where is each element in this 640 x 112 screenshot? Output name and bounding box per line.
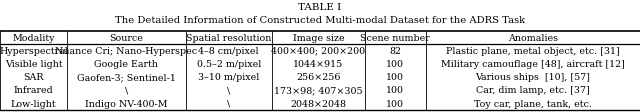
Text: Nuance Cri; Nano-Hyperspec: Nuance Cri; Nano-Hyperspec <box>55 46 198 55</box>
Text: Infrared: Infrared <box>13 86 54 95</box>
Text: Car, dim lamp, etc. [37]: Car, dim lamp, etc. [37] <box>476 86 589 95</box>
Text: 173×98; 407×305: 173×98; 407×305 <box>274 86 363 95</box>
Text: 100: 100 <box>386 99 404 108</box>
Text: Military camouflage [48], aircraft [12]: Military camouflage [48], aircraft [12] <box>441 60 625 68</box>
Text: TABLE I: TABLE I <box>298 3 342 12</box>
Text: Source: Source <box>109 33 143 42</box>
Text: Gaofen-3; Sentinel-1: Gaofen-3; Sentinel-1 <box>77 73 176 82</box>
Text: Low-light: Low-light <box>11 99 56 108</box>
Text: 4–8 cm/pixel: 4–8 cm/pixel <box>198 46 259 55</box>
Text: 256×256: 256×256 <box>296 73 340 82</box>
Text: 2048×2048: 2048×2048 <box>291 99 346 108</box>
Text: Hyperspectral: Hyperspectral <box>0 46 68 55</box>
Text: Various ships  [10], [57]: Various ships [10], [57] <box>476 73 590 82</box>
Text: 100: 100 <box>386 86 404 95</box>
Text: \: \ <box>227 86 230 95</box>
Text: The Detailed Information of Constructed Multi-modal Dataset for the ADRS Task: The Detailed Information of Constructed … <box>115 16 525 25</box>
Text: Image size: Image size <box>292 33 344 42</box>
Text: 400×400; 200×200: 400×400; 200×200 <box>271 46 365 55</box>
Text: Indigo NV-400-M: Indigo NV-400-M <box>85 99 168 108</box>
Text: 3–10 m/pixel: 3–10 m/pixel <box>198 73 259 82</box>
Text: Toy car, plane, tank, etc.: Toy car, plane, tank, etc. <box>474 99 592 108</box>
Text: Modality: Modality <box>12 33 55 42</box>
Text: 0.5–2 m/pixel: 0.5–2 m/pixel <box>196 60 261 68</box>
Text: Anomalies: Anomalies <box>508 33 558 42</box>
Text: 1044×915: 1044×915 <box>293 60 344 68</box>
Text: 82: 82 <box>389 46 401 55</box>
Text: Visible light: Visible light <box>4 60 63 68</box>
Text: SAR: SAR <box>23 73 44 82</box>
Text: 100: 100 <box>386 60 404 68</box>
Text: 100: 100 <box>386 73 404 82</box>
Text: Spatial resolution: Spatial resolution <box>186 33 271 42</box>
Text: Plastic plane, metal object, etc. [31]: Plastic plane, metal object, etc. [31] <box>446 46 620 55</box>
Text: \: \ <box>125 86 128 95</box>
Text: \: \ <box>227 99 230 108</box>
Text: Google Earth: Google Earth <box>95 60 158 68</box>
Text: Scene number: Scene number <box>360 33 430 42</box>
